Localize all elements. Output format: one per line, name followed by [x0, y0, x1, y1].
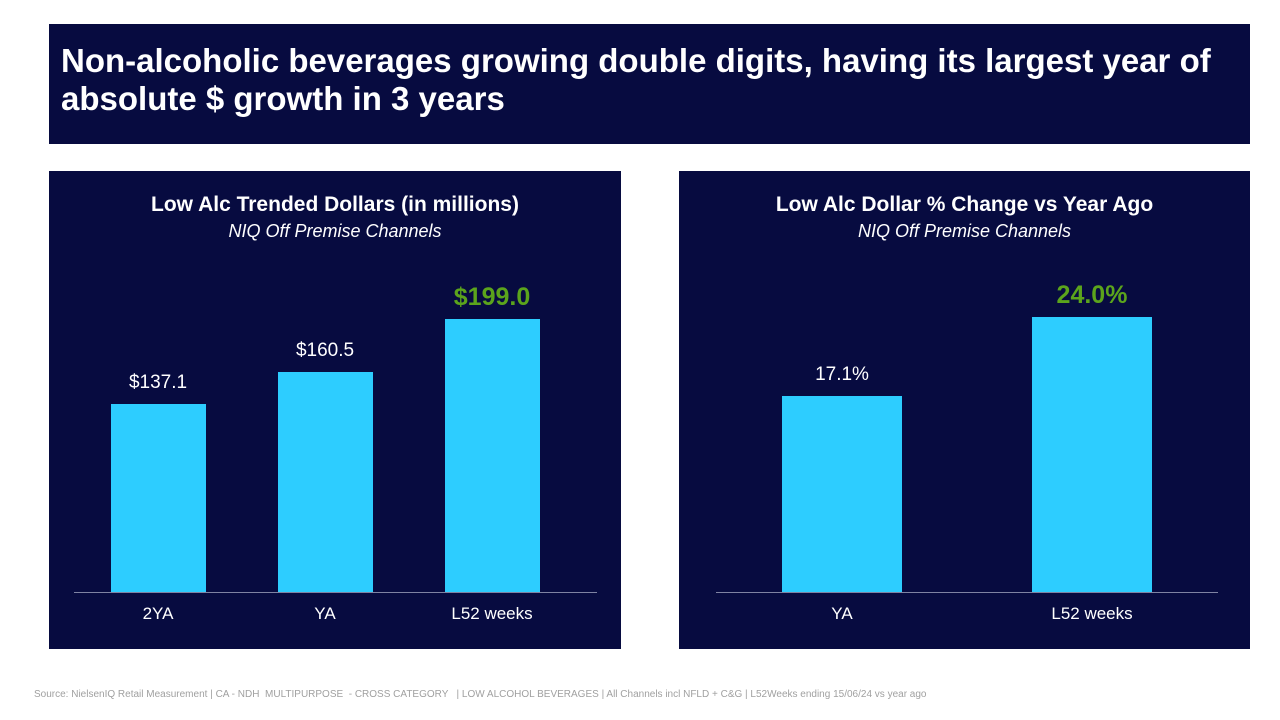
page-title: Non-alcoholic beverages growing double d…: [61, 42, 1211, 117]
x-tick-label: L52 weeks: [1051, 604, 1133, 623]
bar-l52-weeks: [1032, 317, 1152, 592]
x-axis: [74, 592, 597, 593]
x-tick-label: YA: [831, 604, 853, 623]
x-axis: [716, 592, 1218, 593]
data-label: $137.1: [128, 371, 188, 393]
data-label: $160.5: [295, 339, 355, 361]
chart-title: Low Alc Trended Dollars (in millions): [151, 193, 519, 216]
bar-ya: [782, 396, 902, 592]
title-banner: Non-alcoholic beverages growing double d…: [49, 24, 1250, 144]
bar-ya: [277, 371, 373, 592]
data-label: 17.1%: [815, 364, 869, 386]
chart-panel-pct-change: Low Alc Dollar % Change vs Year Ago NIQ …: [679, 171, 1250, 649]
data-label: $199.0: [453, 283, 531, 311]
bar-2ya: [110, 403, 206, 592]
x-tick-label: 2YA: [142, 604, 174, 623]
chart-panel-trended-dollars: Low Alc Trended Dollars (in millions) NI…: [49, 171, 621, 649]
data-label: 24.0%: [1056, 281, 1128, 309]
x-tick-label: YA: [314, 604, 336, 623]
bar-l52-weeks: [444, 319, 540, 592]
chart-subtitle: NIQ Off Premise Channels: [228, 221, 442, 241]
chart-subtitle: NIQ Off Premise Channels: [857, 221, 1072, 241]
source-footnote: Source: NielsenIQ Retail Measurement | C…: [34, 689, 927, 700]
x-tick-label: L52 weeks: [451, 604, 533, 623]
chart-title: Low Alc Dollar % Change vs Year Ago: [775, 193, 1154, 216]
